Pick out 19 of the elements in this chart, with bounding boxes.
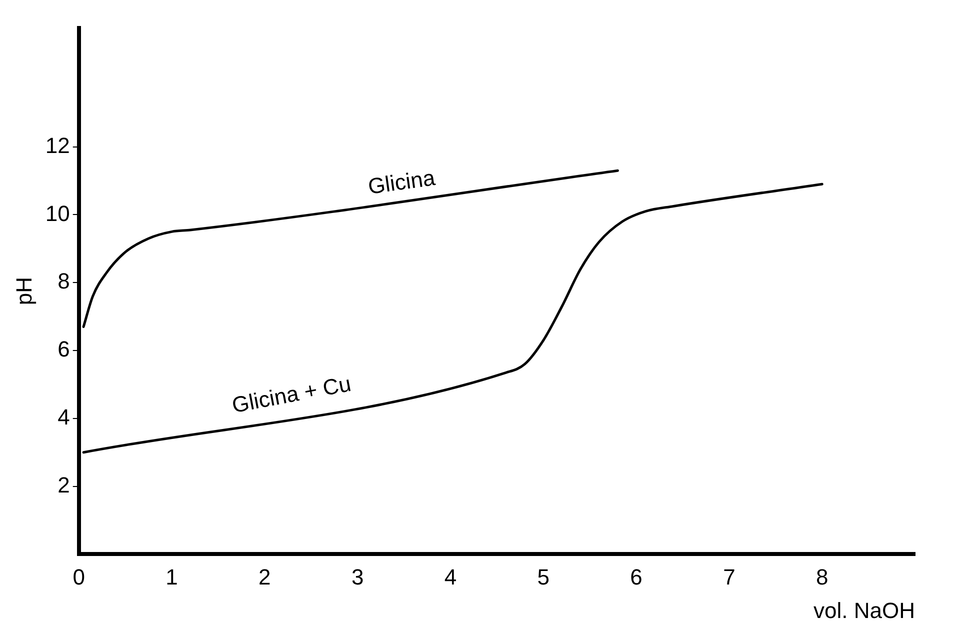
y-tick-label: 4 <box>58 404 70 430</box>
y-tick-label: 6 <box>58 336 70 362</box>
y-tick-label: 2 <box>58 472 70 498</box>
y-tick-label: 8 <box>58 268 70 294</box>
x-tick-label: 4 <box>444 564 457 590</box>
x-tick-label: 8 <box>816 564 828 590</box>
x-tick-label: 1 <box>166 564 178 590</box>
x-tick-label: 0 <box>72 564 85 590</box>
y-tick-label: 12 <box>45 132 70 158</box>
text: Glicina <box>366 164 438 200</box>
x-axis-title: vol. NaOH <box>814 598 915 623</box>
x-tick-label: 3 <box>351 564 364 590</box>
x-tick-label: 6 <box>630 564 642 590</box>
x-tick-label: 7 <box>723 564 736 590</box>
y-axis-title: pH <box>11 277 36 306</box>
x-tick-label: 2 <box>258 564 271 590</box>
text: Glicina + Cu <box>230 370 353 418</box>
x-tick-label: 5 <box>537 564 550 590</box>
y-tick-label: 10 <box>45 200 70 226</box>
